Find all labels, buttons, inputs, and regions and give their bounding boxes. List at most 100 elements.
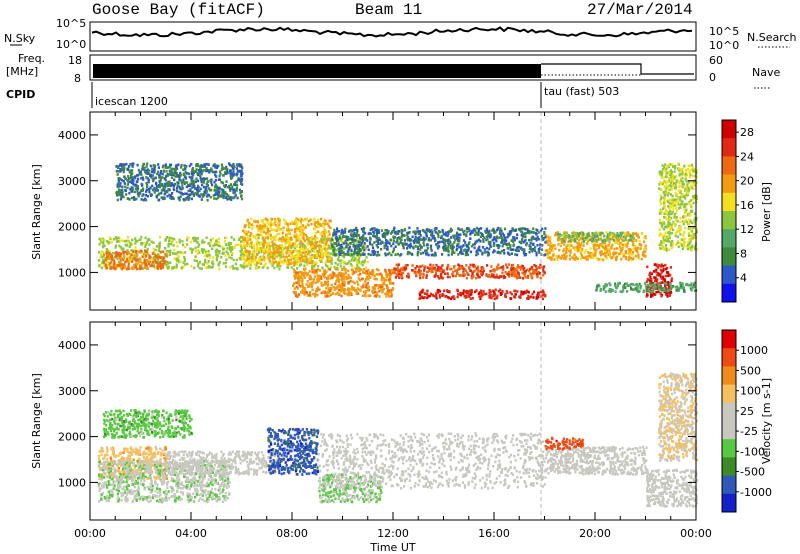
power-cell [525,289,529,293]
power-cell [482,290,485,293]
power-cell [242,255,245,259]
power-cell [651,284,654,288]
power-cell [526,268,529,272]
power-cell [128,191,131,195]
power-cell [569,235,572,239]
power-cell [256,224,259,228]
power-cell [387,231,390,234]
power-cell [158,256,161,259]
power-cell [554,233,557,237]
power-cell [547,253,550,256]
power-cell [310,248,313,251]
nsearch-label: N.Search [747,31,797,44]
power-cell [319,259,322,262]
power-cell [656,273,659,277]
power-cell [660,294,663,298]
power-cell [548,247,551,251]
power-cell [360,277,364,281]
power-cell [599,235,602,238]
power-cell [570,244,573,247]
power-cell [531,267,534,271]
power-cell [325,287,328,290]
power-cell [266,266,269,270]
power-cell [288,254,291,257]
power-cell [451,245,454,249]
power-cell [242,229,245,233]
power-cell [523,250,526,253]
power-cell [295,259,298,263]
power-cell [622,235,625,239]
power-cell [544,241,547,244]
power-cell [557,243,560,246]
power-cell [609,237,613,241]
power-cell [127,266,130,269]
power-cell [604,241,607,245]
power-cell [463,268,466,271]
power-cell [271,251,274,255]
power-cell [485,246,488,250]
power-cell [610,233,613,237]
power-cell [268,252,271,255]
power-cell [423,266,426,270]
power-cell [368,231,371,235]
power-cell [134,187,137,190]
power-cell [302,286,305,290]
power-cell [345,262,348,266]
power-cell [157,163,160,166]
power-cell [224,254,227,257]
power-cell [283,258,286,262]
power-cell [420,289,423,293]
power-cell [504,293,507,296]
power-cell [235,258,238,262]
power-cell [537,293,540,296]
power-cell [519,276,522,279]
power-cell [201,177,204,181]
power-cell [119,169,122,173]
power-cell [270,220,273,224]
power-cell [305,250,308,254]
power-cell [171,237,175,241]
power-cell [493,290,496,294]
power-cell [348,230,351,233]
power-cell [662,265,665,268]
power-cell [295,262,298,266]
power-cell [631,234,634,238]
power-cell [268,249,271,253]
power-cell [294,227,297,231]
power-cell [278,247,281,251]
power-cell [206,193,209,196]
power-cell [253,247,256,250]
power-cell [266,225,269,229]
power-cell [559,257,563,260]
power-cell [196,191,199,194]
power-cell [169,184,172,188]
power-cell [310,240,314,243]
power-cell [504,276,507,279]
power-cell [119,257,122,260]
power-cell [289,256,292,259]
power-cell [170,237,173,240]
power-cell [221,191,224,195]
power-cell [582,244,585,247]
power-cell [358,239,361,242]
power-cell [114,263,117,267]
power-cell [401,268,404,271]
power-cell [256,233,259,236]
power-cell [362,271,365,274]
power-cell [338,292,341,296]
power-cell [152,241,155,244]
power-cell [614,256,617,260]
power-cell [287,225,290,228]
power-cell [350,249,353,253]
power-cell [433,294,436,298]
power-cell [527,274,530,278]
power-cell [465,291,468,295]
power-cell [390,294,393,298]
power-cell [362,283,365,286]
power-cell [393,271,396,275]
power-cell [222,174,225,177]
power-cell [304,226,307,229]
power-cell [240,197,244,201]
power-cell [118,254,122,258]
power-cell [328,233,331,236]
